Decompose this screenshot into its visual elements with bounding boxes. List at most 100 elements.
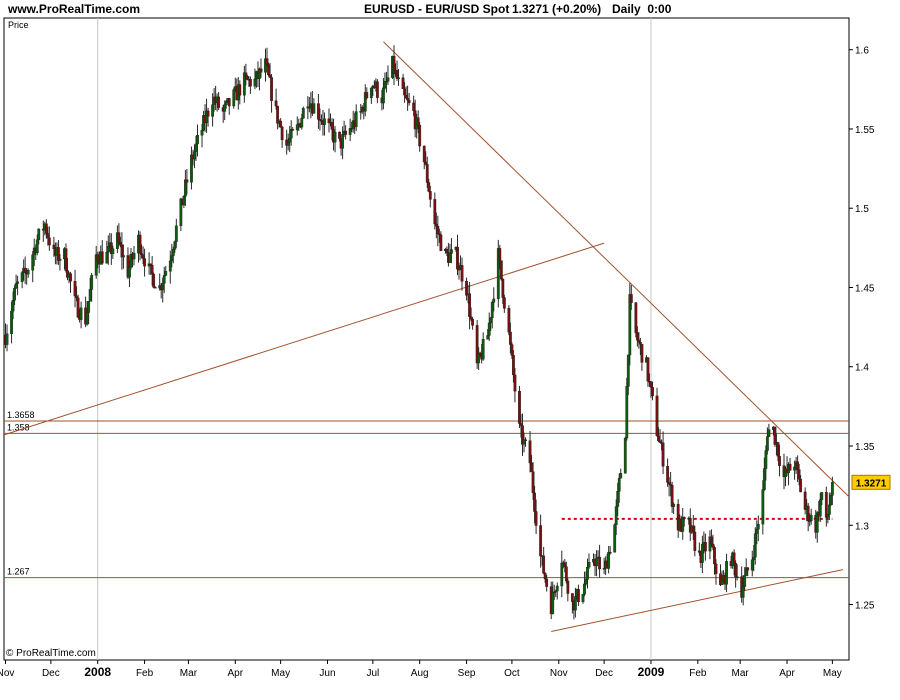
candle-body (518, 390, 521, 424)
candle-body (211, 104, 215, 117)
candle-body (128, 266, 131, 278)
candle-body (87, 301, 91, 313)
candle-body (10, 310, 13, 334)
candle-body (629, 294, 633, 303)
candle-body (100, 251, 104, 264)
candle-body (52, 244, 56, 250)
candle-body (338, 131, 341, 139)
candle-body (224, 101, 228, 105)
candle-body (267, 64, 270, 76)
candle-body (691, 525, 695, 533)
candle-body (797, 469, 801, 480)
candle-body (382, 87, 385, 104)
horizontal-levels: 1.3658 1.358 1.267 (4, 410, 849, 579)
candle-body (628, 294, 632, 356)
candle-body (581, 594, 585, 603)
candle-body (524, 439, 527, 441)
candle-body (47, 237, 51, 246)
candle-body (106, 246, 110, 253)
candle-body (238, 84, 242, 96)
candle-body (44, 223, 48, 234)
candle-body (317, 103, 320, 120)
y-tick-label: 1.6 (855, 46, 869, 57)
price-change: 1.3271 (+0.20%) (512, 2, 602, 16)
candle-body (703, 542, 707, 552)
candle-body (693, 531, 697, 551)
level-label: 1.267 (7, 567, 30, 577)
candle-body (416, 117, 420, 126)
candle-body (672, 503, 676, 507)
candles (4, 45, 834, 620)
candle-body (150, 264, 154, 275)
candle-body (149, 263, 153, 266)
candle-body (614, 506, 618, 525)
candle-body (152, 274, 156, 288)
candle-body (806, 505, 810, 522)
candle-body (170, 255, 174, 262)
candle-body (445, 249, 449, 253)
candle-body (530, 462, 533, 472)
candle-body (244, 72, 248, 77)
candle-body (577, 589, 580, 603)
candle-body (752, 556, 756, 560)
candle-body (153, 287, 157, 289)
trendline (551, 569, 844, 632)
candle-body (433, 199, 437, 225)
candle-body (268, 74, 272, 78)
candle-body (5, 333, 9, 345)
candle-body (830, 482, 834, 496)
site-name[interactable]: www.ProRealTime.com (8, 2, 141, 16)
candle-body (132, 252, 136, 260)
candle-body (598, 556, 601, 570)
candle-body (666, 465, 670, 483)
candle-body (492, 298, 496, 303)
x-tick-label: Sep (458, 668, 476, 679)
candle-body (626, 354, 630, 387)
candle-body (323, 118, 326, 125)
candle-body (711, 543, 715, 548)
candle-body (369, 87, 373, 99)
candle-body (793, 466, 796, 471)
candle-body (595, 558, 598, 567)
candle-body (143, 258, 146, 267)
candle-body (551, 591, 555, 614)
x-tick-label: Dec (42, 668, 60, 679)
candle-body (826, 514, 830, 518)
candle-body (185, 179, 189, 183)
candle-body (397, 77, 400, 79)
candle-body (206, 110, 210, 117)
candle-body (118, 241, 122, 245)
instrument-title: EURUSD - EUR/USD Spot (364, 2, 510, 16)
y-tick-label: 1.35 (855, 442, 875, 453)
candle-body (542, 555, 546, 574)
candle-body (174, 225, 178, 242)
grid (97, 18, 652, 660)
candle-body (111, 248, 115, 254)
candle-body (827, 504, 831, 515)
candle-body (301, 107, 305, 119)
candle-body (386, 77, 390, 82)
x-tick-label: Mar (180, 668, 198, 679)
candle-body (288, 137, 292, 143)
candle-body (424, 161, 428, 165)
candle-body (512, 355, 515, 376)
candle-body (478, 352, 482, 355)
candle-body (513, 374, 517, 392)
candle-body (682, 517, 686, 520)
candle-body (422, 145, 426, 163)
candle-body (635, 332, 639, 341)
candle-body (85, 312, 89, 325)
candle-body (162, 275, 166, 284)
candle-body (73, 280, 77, 297)
x-tick-label: Jul (366, 668, 379, 679)
candle-body (608, 551, 612, 554)
candle-body (46, 233, 50, 239)
candle-body (333, 131, 337, 143)
candle-body (468, 293, 471, 317)
candle-body (607, 551, 611, 569)
candle-body (700, 543, 704, 563)
candle-body (818, 499, 822, 517)
x-tick-label: Nov (0, 668, 14, 679)
